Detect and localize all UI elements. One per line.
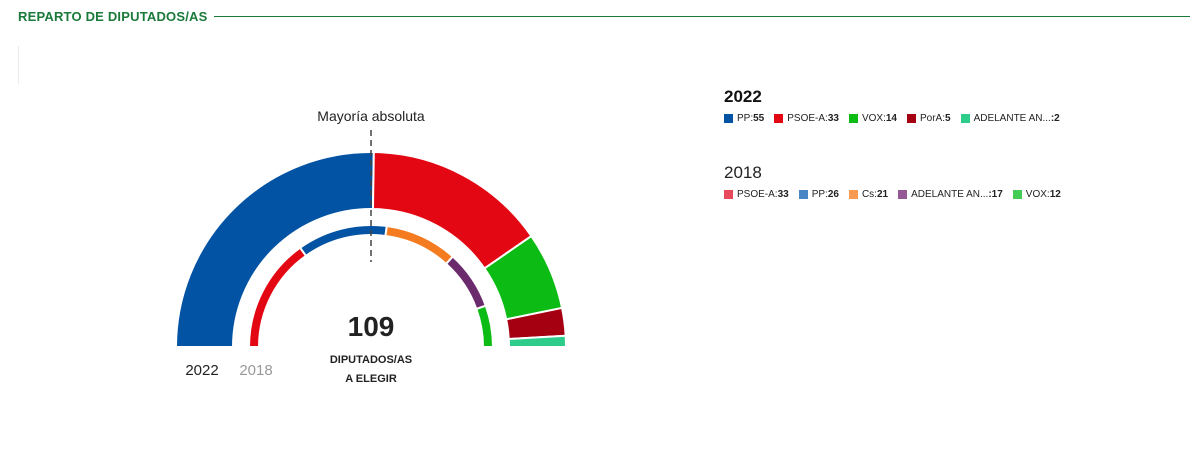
legend-year-2018: 2018 [724,163,762,182]
seat-segment-2022-adelante-an [507,334,568,348]
legend-swatch [848,114,858,123]
legend-swatch [848,190,858,199]
legend-year-2022: 2022 [724,87,762,106]
legend-label: PP: [737,113,754,124]
legend-items-2018: PSOE-A: 33 PP: 26 Cs: 21 ADELANTE AN...:17 VOX:… [724,189,1104,200]
legend-item-2022-2: VOX: 14 [848,113,897,124]
legend-value: 12 [1049,189,1061,200]
legend-item-2022-3: PorA: 5 [906,113,951,124]
legend-label: PSOE-A: [787,113,828,124]
inner-ring-year-label: 2018 [239,362,272,379]
legend-value: 55 [753,113,765,124]
section-title: REPARTO DE DIPUTADOS/AS [18,8,208,24]
seat-segment-2022-pp [174,151,375,348]
legend-item-2018-2: Cs: 21 [848,189,889,200]
legend-swatch [798,190,808,199]
outer-ring-year-label: 2022 [185,362,218,379]
legend-value: 33 [777,189,789,200]
seat-segment-2018-pp [298,224,388,258]
seat-segment-2018-cs [384,224,455,266]
legend-swatch [960,114,970,123]
legend-label: Cs: [861,189,877,200]
legend-2018: 2018 PSOE-A: 33 PP: 26 Cs: 21 ADELANTE AN...:1… [724,163,1104,200]
legend-item-2018-3: ADELANTE AN...:17 [898,189,1003,200]
legend-value: 14 [885,113,897,124]
legend-item-2018-0: PSOE-A: 33 [724,189,789,200]
seat-segment-2022-psoe-a [371,151,533,270]
legend-label: VOX: [861,113,886,124]
total-seats-label-line2: A ELEGIR [345,373,397,385]
total-seats-number: 109 [348,311,395,342]
legend-swatch [898,190,908,199]
legend-label: ADELANTE AN... [973,113,1051,124]
legend-value: :17 [988,189,1003,200]
legend-swatch [724,190,733,199]
legend-item-2022-1: PSOE-A: 33 [774,113,839,124]
legend-swatch [1012,190,1022,199]
section-header: REPARTO DE DIPUTADOS/AS [18,6,1190,26]
seat-segment-2018-vox [475,304,495,348]
legend-swatch [724,114,733,123]
legend-2022: 2022 PP: 55 PSOE-A: 33 VOX: 14 PorA: 5 ADELANTE … [724,87,1104,124]
legend-label: ADELANTE AN... [911,189,989,200]
seat-segment-2018-adelante-an [444,255,488,311]
legend-value: 5 [945,113,951,124]
legend-value: 26 [827,189,839,200]
legend-item-2018-4: VOX: 12 [1012,189,1061,200]
legend-items-2022: PP: 55 PSOE-A: 33 VOX: 14 PorA: 5 ADELANTE AN...… [724,113,1104,124]
legend-swatch [906,114,916,123]
legend-label: PorA: [919,113,945,124]
inner-ring-2018 [247,224,495,348]
legend-value: 33 [827,113,839,124]
outer-ring-2022 [174,151,568,348]
legend-value: 21 [876,189,889,200]
side-divider [18,46,19,84]
legend-label: VOX: [1025,189,1050,200]
legend-swatch [774,114,784,123]
legend-value: :2 [1050,113,1060,124]
section-rule [213,15,1190,17]
legend-label: PP: [811,189,828,200]
majority-label: Mayoría absoluta [317,108,425,124]
legend-item-2022-4: ADELANTE AN...:2 [960,113,1060,124]
legend-item-2018-1: PP: 26 [798,189,839,200]
legend-item-2022-0: PP: 55 [724,113,764,124]
legend-label: PSOE-A: [737,189,778,200]
total-seats-label-line1: DIPUTADOS/AS [330,354,412,366]
